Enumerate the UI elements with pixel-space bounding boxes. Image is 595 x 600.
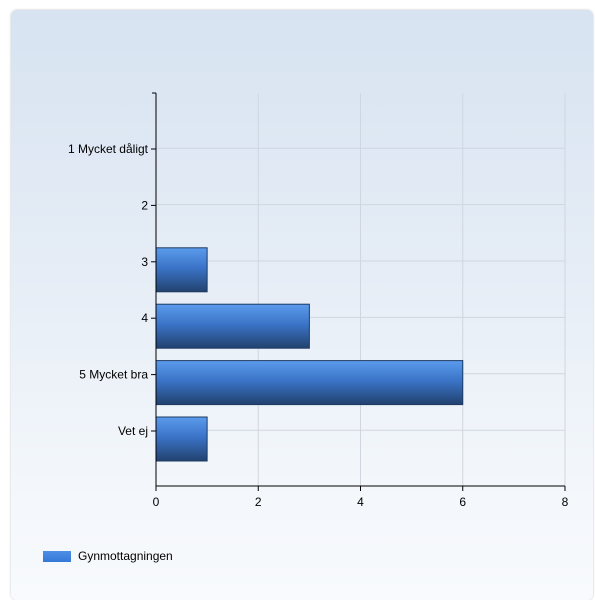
bar: [155, 303, 310, 349]
y-tick-label: 5 Mycket bra: [79, 368, 148, 382]
x-tick-label: 2: [255, 495, 262, 509]
y-tick-label: 2: [141, 198, 148, 212]
x-tick-label: 0: [153, 495, 160, 509]
legend-label: Gynmottagningen: [78, 549, 173, 563]
bar: [155, 416, 208, 462]
legend-swatch: [43, 550, 71, 562]
bar: [155, 247, 208, 293]
tick-labels: 0 2 4 6 8 1 Mycket dåligt 2 3 4 5 Mycket bra Vet e…: [68, 142, 569, 509]
x-tick-label: 8: [562, 495, 569, 509]
grid-lines: [156, 93, 566, 486]
y-tick-label: 4: [141, 311, 148, 325]
y-tick-label: Vet ej: [118, 424, 148, 438]
legend: Gynmottagningen: [43, 549, 173, 563]
y-tick-label: 3: [141, 255, 148, 269]
bars: [155, 247, 464, 462]
x-tick-label: 4: [357, 495, 364, 509]
bar: [155, 360, 464, 406]
x-tick-label: 6: [459, 495, 466, 509]
axes: [151, 92, 566, 491]
y-tick-label: 1 Mycket dåligt: [68, 142, 149, 156]
